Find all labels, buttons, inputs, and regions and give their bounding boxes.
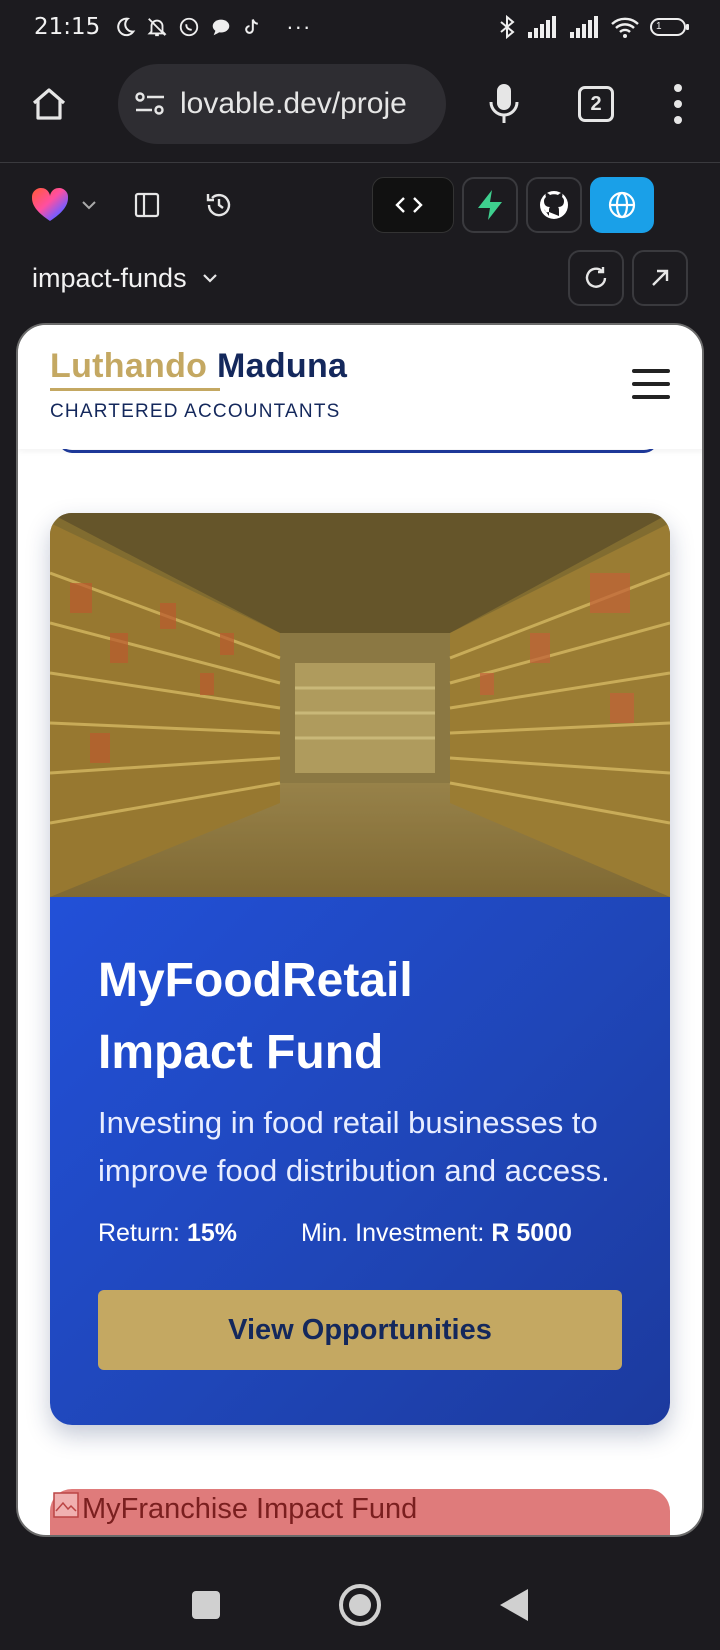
fund-card: MyFoodRetail Impact Fund Investing in fo… [50,513,670,1425]
fund-title: MyFoodRetail Impact Fund [98,945,624,1089]
url-text: lovable.dev/proje [180,87,407,120]
next-fund-card[interactable]: MyFranchise Impact Fund [50,1489,670,1535]
menu-dot [674,116,682,124]
supermarket-aisle-image [50,513,670,897]
globe-icon [608,191,636,219]
browser-toolbar: lovable.dev/proje 2 [0,62,720,146]
back-icon[interactable] [498,1587,530,1623]
open-external-button[interactable] [632,250,688,306]
site-header: Luthando Maduna CHARTERED ACCOUNTANTS [18,325,702,449]
history-icon[interactable] [204,190,234,220]
fund-stats: Return: 15% Min. Investment: R 5000 [98,1219,624,1248]
publish-button[interactable] [590,177,654,233]
site-settings-icon [135,92,164,115]
tiktok-icon [245,19,259,34]
refresh-preview-button[interactable] [568,250,624,306]
recents-icon[interactable] [190,1589,222,1621]
brand-logo[interactable]: Luthando Maduna CHARTERED ACCOUNTANTS [50,347,347,423]
arrow-up-right-icon [652,269,669,286]
return-label: Return: [98,1219,180,1247]
toolbar-divider [0,162,720,163]
sidebar-toggle-icon[interactable] [134,192,160,218]
fund-description: Investing in food retail businesses to i… [98,1105,610,1188]
github-button[interactable] [526,177,582,233]
preview-frame: Luthando Maduna CHARTERED ACCOUNTANTS [16,323,704,1537]
return-stat: Return: 15% [98,1219,237,1248]
refresh-icon [585,267,607,288]
return-value: 15% [186,1219,237,1247]
next-fund-alt-text: MyFranchise Impact Fund [82,1493,418,1525]
lovable-logo-icon[interactable] [30,185,70,225]
bell-off-icon [147,18,167,37]
min-investment-label: Min. Investment: [300,1219,485,1247]
signal-icon [570,16,598,38]
moon-icon [117,17,136,37]
brand-underline [50,388,220,391]
code-icon [395,197,423,213]
home-icon [32,88,66,120]
fund-title-line: Impact Fund [98,1026,384,1079]
supabase-button[interactable] [462,177,518,233]
voice-search-button[interactable] [484,79,524,129]
broken-image-icon [53,1492,79,1518]
hamburger-line [632,395,670,399]
address-bar[interactable]: lovable.dev/proje [118,64,446,144]
view-opportunities-button[interactable]: View Opportunities [98,1290,622,1370]
status-time: 21:15 [34,14,101,40]
previous-card-edge [58,439,658,453]
fund-title-line: MyFoodRetail [98,954,413,1007]
home-button[interactable] [26,81,72,127]
hamburger-line [632,369,670,373]
bluetooth-icon [500,15,515,39]
min-investment-value: R 5000 [491,1219,572,1247]
code-view-button[interactable] [372,177,454,233]
mic-icon [489,84,519,123]
whatsapp-icon [180,17,199,37]
supabase-bolt-icon [478,190,502,220]
github-icon [540,191,568,219]
status-bar: 21:15 ··· 1 [0,0,720,54]
brand-subtitle: CHARTERED ACCOUNTANTS [50,401,341,422]
project-name[interactable]: impact-funds [32,262,187,293]
more-icon: ··· [286,14,312,39]
lovable-toolbar [0,170,720,240]
hamburger-menu-button[interactable] [632,369,670,399]
chevron-down-icon[interactable] [80,196,98,214]
menu-dot [674,100,682,108]
brand-first-name: Luthando [50,347,208,385]
fund-card-body: MyFoodRetail Impact Fund Investing in fo… [50,897,670,1425]
signal-icon [528,16,556,38]
project-row: impact-funds [0,246,720,310]
home-circle-icon[interactable] [338,1583,382,1627]
wifi-icon [611,17,639,38]
brand-last-name: Maduna [217,347,348,385]
hamburger-line [632,382,670,386]
min-investment-stat: Min. Investment: R 5000 [301,1219,572,1248]
system-nav-bar [0,1560,720,1650]
menu-dot [674,84,682,92]
chevron-down-icon[interactable] [201,269,219,287]
tab-switcher-button[interactable]: 2 [578,86,614,122]
battery-icon: 1 [650,18,689,36]
chat-icon [213,19,230,36]
browser-menu-button[interactable] [672,84,684,124]
